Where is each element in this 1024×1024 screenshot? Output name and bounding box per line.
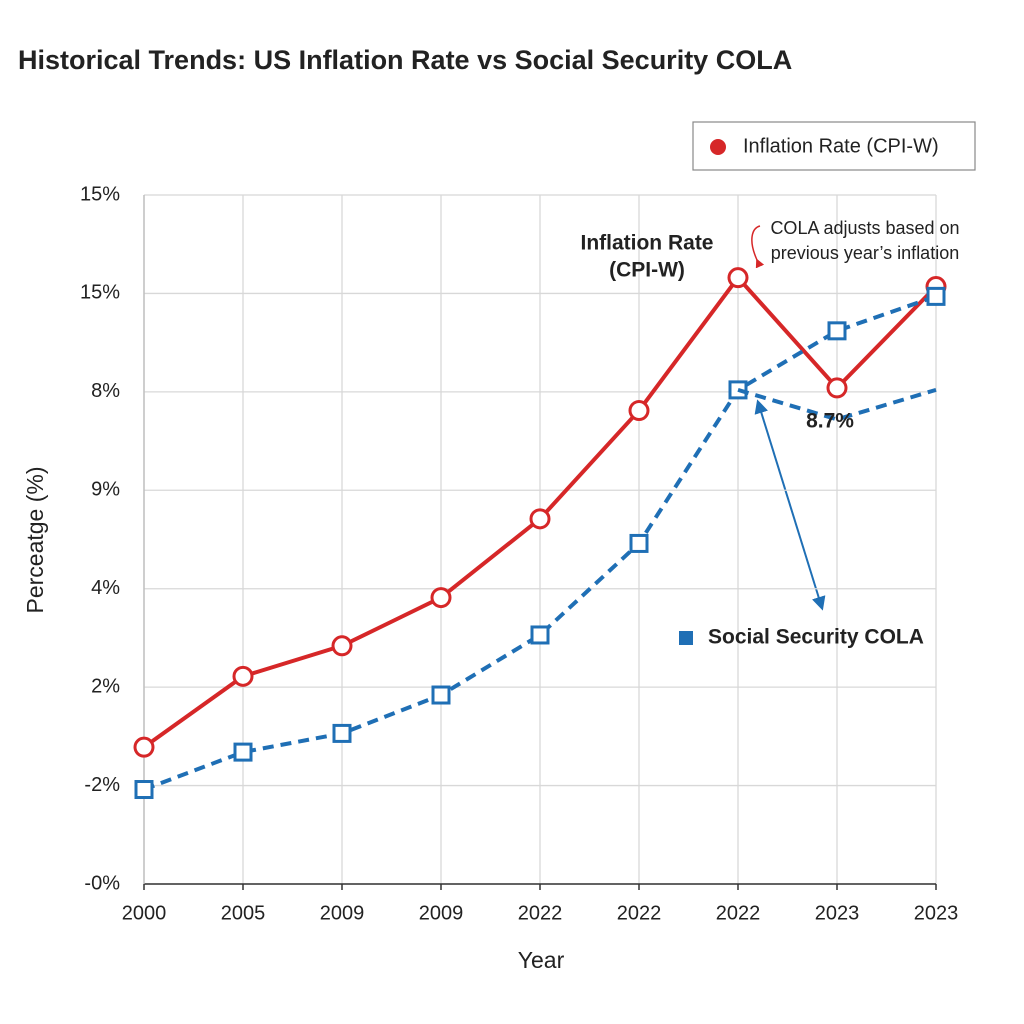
point: [530, 625, 550, 645]
x-tick-label: 2000: [122, 902, 167, 924]
annotation: Inflation Rate: [580, 232, 713, 255]
annotation: (CPI-W): [609, 259, 685, 282]
y-tick-label: -0%: [84, 872, 120, 894]
point: [232, 665, 254, 687]
x-tick-label: 2005: [221, 902, 266, 924]
y-axis-label: Perceatge (%): [22, 466, 48, 613]
point: [431, 685, 451, 705]
y-tick-label: 2%: [91, 675, 120, 697]
point: [826, 377, 848, 399]
point: [628, 400, 650, 422]
annotation: 8.7%: [806, 410, 854, 433]
point: [727, 267, 749, 289]
annotation: previous year’s inflation: [771, 243, 959, 263]
chart-title: Historical Trends: US Inflation Rate vs …: [18, 45, 792, 75]
series-line: [737, 387, 937, 422]
annotation-arrow: [751, 225, 765, 269]
legend-box: [692, 121, 976, 171]
point: [926, 286, 946, 306]
point: [430, 587, 452, 609]
y-tick-label: 15%: [80, 183, 120, 205]
x-tick-label: 2022: [716, 902, 761, 924]
point: [827, 321, 847, 341]
x-tick-label: 2022: [518, 902, 563, 924]
point: [629, 533, 649, 553]
x-tick-label: 2023: [815, 902, 860, 924]
y-tick-label: 4%: [91, 577, 120, 599]
x-axis-label: Year: [518, 947, 565, 973]
point: [134, 780, 154, 800]
x-tick-label: 2009: [419, 902, 464, 924]
y-tick-label: -2%: [84, 774, 120, 796]
legend-label: Inflation Rate (CPI-W): [743, 135, 939, 157]
point: [332, 723, 352, 743]
point: [133, 736, 155, 758]
x-tick-label: 2009: [320, 902, 365, 924]
point: [331, 635, 353, 657]
annotation-arrow: [754, 399, 826, 611]
y-tick-label: 8%: [91, 380, 120, 402]
y-tick-label: 9%: [91, 479, 120, 501]
x-tick-label: 2022: [617, 902, 662, 924]
y-tick-label: 15%: [80, 282, 120, 304]
point: [233, 742, 253, 762]
point: [529, 508, 551, 530]
legend-marker: [679, 631, 693, 645]
legend-marker: [710, 139, 726, 155]
legend-label: Social Security COLA: [708, 626, 924, 649]
x-tick-label: 2023: [914, 902, 959, 924]
annotation: COLA adjusts based on: [770, 218, 959, 238]
